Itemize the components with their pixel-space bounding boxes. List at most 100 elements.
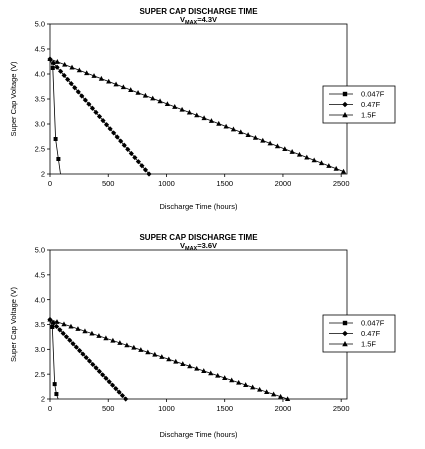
data-point <box>54 64 60 70</box>
x-tick-label: 500 <box>102 404 115 413</box>
data-point <box>80 351 86 357</box>
data-point <box>93 109 99 115</box>
subtitle-sub: MAX <box>185 246 198 252</box>
data-point <box>54 59 60 64</box>
data-point <box>65 76 71 83</box>
data-point <box>194 365 200 371</box>
subtitle-suffix: =3.6V <box>197 241 217 250</box>
data-point <box>201 368 207 373</box>
data-point <box>304 154 310 160</box>
data-point <box>173 358 179 364</box>
data-point <box>111 130 117 136</box>
data-point <box>50 66 55 70</box>
legend-marker <box>342 320 348 326</box>
data-point <box>61 321 67 327</box>
y-tick-label: 3.0 <box>35 120 45 129</box>
data-point <box>54 392 59 397</box>
data-point <box>131 344 137 350</box>
data-point <box>159 354 165 359</box>
data-point <box>250 384 256 390</box>
data-point <box>77 348 83 354</box>
x-axis-label: Discharge Time (hours) <box>160 202 238 211</box>
data-point <box>103 122 110 128</box>
subtitle-main: V <box>180 15 185 24</box>
data-point <box>157 98 163 104</box>
data-point <box>296 151 303 157</box>
data-point <box>50 324 55 329</box>
data-point <box>70 341 76 347</box>
chart-title: SUPER CAP DISCHARGE TIME <box>139 233 258 242</box>
data-point <box>267 140 273 146</box>
data-point <box>142 92 148 98</box>
data-point <box>86 101 92 107</box>
chart-subtitle: VMAX=3.6V <box>180 241 217 252</box>
x-tick-label: 500 <box>102 179 115 188</box>
y-tick-label: 4.0 <box>35 70 45 79</box>
data-point <box>172 104 178 109</box>
series-1-5F <box>47 56 347 174</box>
data-point <box>56 157 61 161</box>
series-line <box>49 58 61 175</box>
data-point <box>68 81 74 87</box>
data-point <box>113 386 119 392</box>
data-point <box>119 392 126 399</box>
data-point <box>62 61 68 67</box>
data-point <box>79 93 85 99</box>
data-point <box>138 347 144 352</box>
legend-box <box>322 314 396 353</box>
data-point <box>285 396 291 401</box>
data-point <box>252 134 259 140</box>
data-point <box>69 64 75 70</box>
data-point <box>98 75 104 81</box>
data-point <box>73 344 79 350</box>
data-point <box>311 157 317 163</box>
data-point <box>166 356 172 362</box>
data-point <box>58 68 64 74</box>
data-point <box>333 165 339 171</box>
subtitle-sub: MAX <box>185 20 198 26</box>
data-point <box>110 337 116 343</box>
data-point <box>208 370 214 376</box>
data-point <box>289 149 295 154</box>
data-point <box>245 132 251 137</box>
legend-marker <box>342 101 348 108</box>
y-tick-label: 4.5 <box>35 45 45 54</box>
data-point <box>109 382 116 388</box>
x-tick-label: 0 <box>48 404 52 413</box>
legend-label: 0.047F <box>361 90 385 99</box>
series-line <box>49 319 126 400</box>
data-point <box>123 396 129 402</box>
data-point <box>318 160 325 166</box>
data-point <box>72 85 78 91</box>
series-line <box>49 319 59 400</box>
data-point <box>278 393 284 399</box>
x-axis-label: Discharge Time (hours) <box>160 430 238 439</box>
data-point <box>75 326 81 331</box>
data-point <box>139 163 145 169</box>
data-point <box>57 327 63 333</box>
y-tick-label: 3.5 <box>35 320 45 329</box>
x-tick-label: 1500 <box>216 179 233 188</box>
data-point <box>76 67 82 73</box>
legend-label: 1.5F <box>361 111 376 120</box>
y-tick-label: 2.5 <box>35 145 45 154</box>
data-point <box>96 113 103 120</box>
x-tick-label: 1500 <box>216 404 233 413</box>
subtitle-suffix: =4.3V <box>197 15 217 24</box>
y-tick-label: 5.0 <box>35 20 45 29</box>
y-tick-label: 3.5 <box>35 95 45 104</box>
data-point <box>124 342 130 348</box>
legend-marker <box>342 112 348 118</box>
data-point <box>106 379 112 385</box>
series-1-5F <box>47 316 291 401</box>
plot-frame <box>49 249 348 400</box>
data-point <box>187 363 193 369</box>
data-point <box>96 368 102 374</box>
data-point <box>243 382 249 387</box>
legend-marker <box>342 341 348 347</box>
data-point <box>53 137 58 141</box>
series-0-047F <box>49 58 61 175</box>
